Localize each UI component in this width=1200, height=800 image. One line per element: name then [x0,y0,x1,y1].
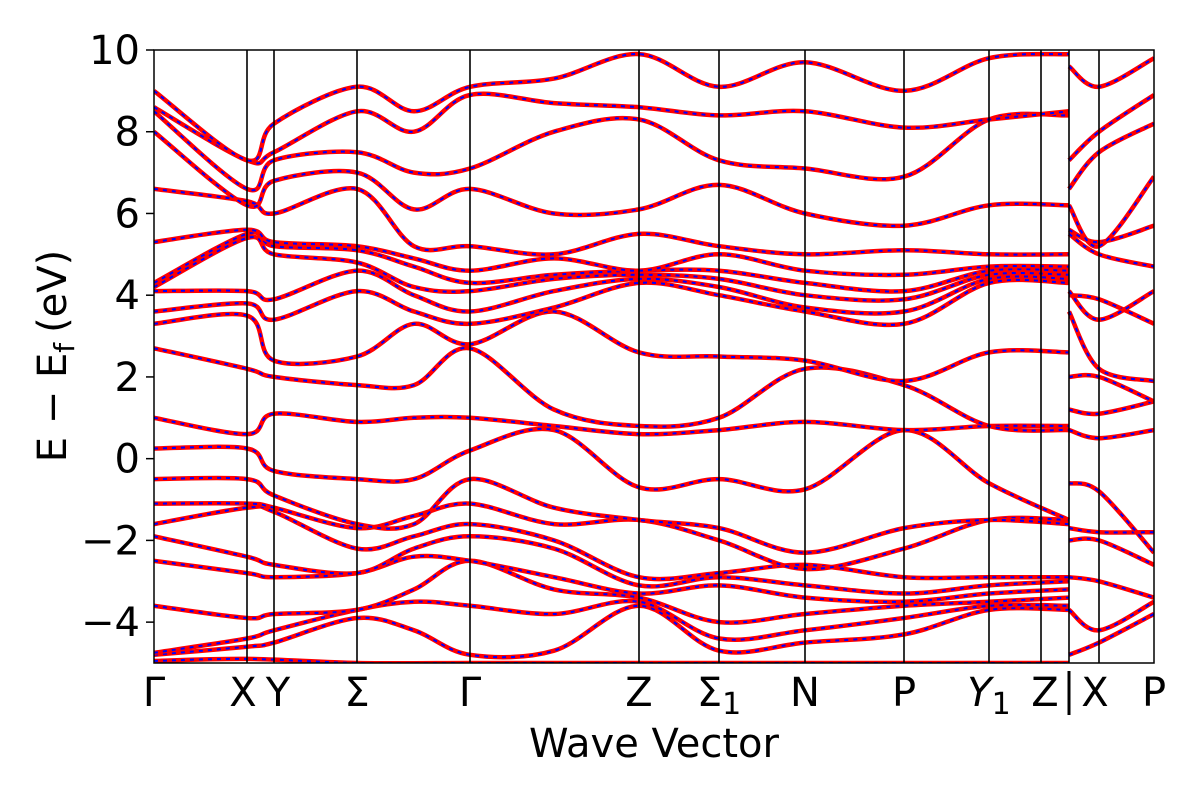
band-1-blue [154,604,1070,659]
band-38-blue [1068,122,1154,190]
band-5-red [154,534,1070,596]
band-12-blue [154,310,1070,383]
band-11-blue [154,347,1070,432]
band-20-blue [154,110,1070,192]
band-18-blue [154,187,1070,256]
y-tick-label-1: −2 [81,518,140,564]
band-40-red [1067,56,1154,90]
band-29-blue [1068,429,1154,440]
y-tick-label-0: −4 [81,600,140,646]
band-21-red [154,91,1070,166]
band-19-red [154,129,1070,229]
x-tick-label-8: P [892,670,916,716]
y-axis-title-unit: (eV) [30,250,76,333]
x-tick-label-3: Σ [344,670,369,716]
y-axis-ticks: −4 −2 0 2 4 6 8 10 [81,28,154,646]
band-38-red [1067,121,1154,191]
band-34-blue [1068,290,1154,321]
band-12-red [154,309,1070,384]
x-tick-label-9: Y1 [967,670,1011,722]
y-tick-label-4: 4 [115,273,140,319]
band-3-blue [154,559,1070,624]
x-tick-label-5: Z [625,670,652,716]
y-tick-label-6: 8 [115,110,140,156]
band-24-red [1067,599,1154,633]
y-axis-title-subscript: f [48,342,81,353]
x-tick-label-2: Y [265,670,291,716]
band-30-red [1068,399,1154,417]
x-tick-label-13: P [1142,670,1166,716]
band-39-blue [1068,94,1154,162]
y-tick-label-5: 6 [115,191,140,237]
y-tick-label-2: 0 [115,437,140,483]
band-9-blue [154,427,1070,521]
y-axis-title: E − Ef (eV) [30,250,81,463]
plot-frame [153,49,1155,664]
y-tick-label-7: 10 [89,28,140,74]
band-14-blue [154,269,1070,315]
band-0-blue [154,657,1069,663]
x-tick-label-4: Γ [459,670,482,716]
x-tick-label-7: N [790,670,820,716]
x-axis-title: Wave Vector [529,721,780,767]
y-tick-label-3: 2 [115,355,140,401]
x-tick-label-6: Σ1 [697,670,741,722]
x-tick-label-10: Z [1031,670,1058,716]
band-11-red [154,346,1070,433]
band-26-red [1068,536,1154,567]
band-37-red [1067,175,1154,249]
band-28-red [1068,480,1154,555]
x-tick-label-12: X [1081,670,1108,716]
high-symmetry-lines [246,50,1100,663]
band-lines [154,51,1154,663]
y-axis-title-main: E − E [30,353,76,463]
x-tick-label-0: Γ [143,670,166,716]
band-28-blue [1068,482,1154,554]
x-tick-label-1: X [229,670,256,716]
band-32-red [1066,310,1154,384]
x-axis-ticks: Γ X Y Σ Γ Z Σ1 N P Y1 Z X P [143,670,1166,722]
band-5-blue [154,535,1070,595]
band-7-blue [154,502,1070,571]
